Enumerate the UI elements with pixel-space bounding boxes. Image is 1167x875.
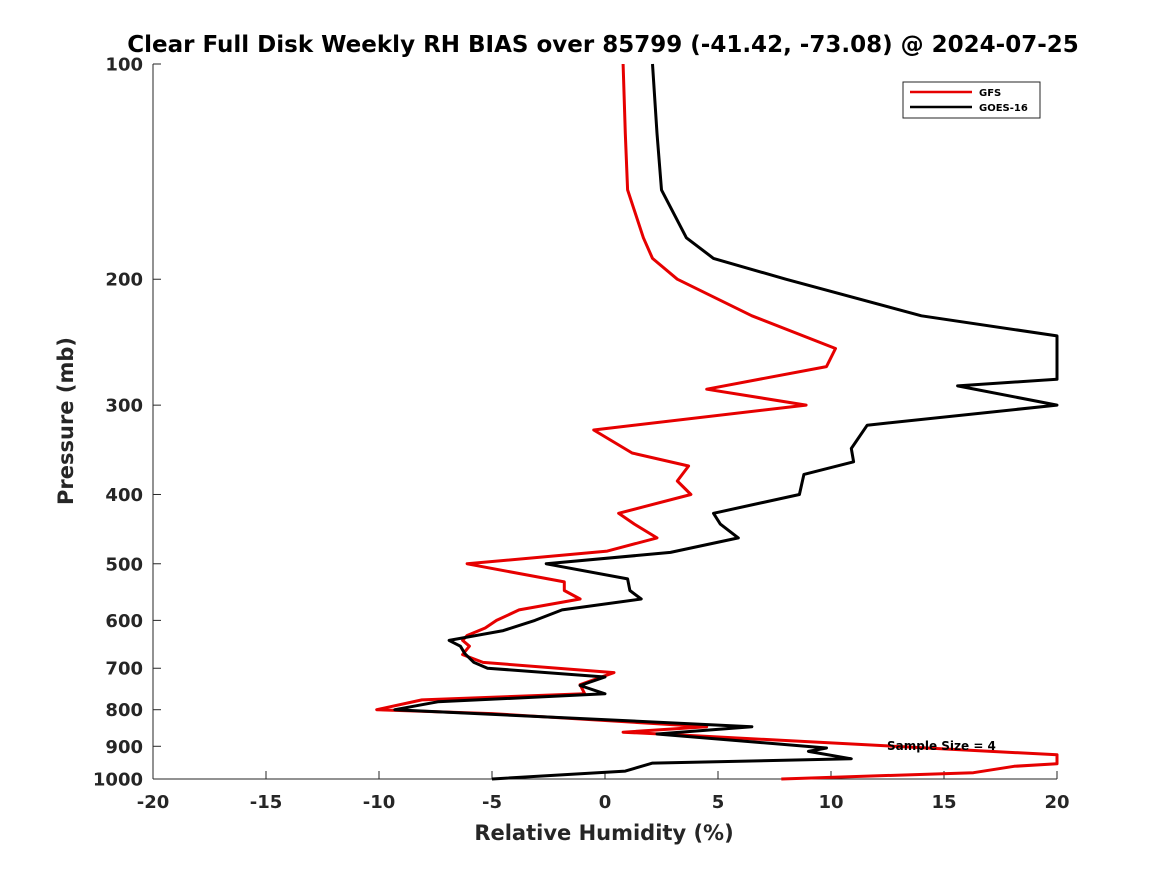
legend-label-goes-16: GOES-16 [979, 103, 1028, 114]
legend: GFS GOES-16 [902, 81, 1041, 119]
y-tick-label: 400 [105, 485, 143, 506]
x-tick-label: 0 [599, 792, 612, 813]
x-tick-label: -15 [250, 792, 283, 813]
x-tick-label: 10 [818, 792, 843, 813]
legend-box [902, 81, 1041, 119]
x-tick-label: 20 [1044, 792, 1069, 813]
x-axis-ticks: -20 -15 -10 -5 0 5 10 15 20 [137, 771, 1070, 813]
y-tick-label: 900 [105, 737, 143, 758]
y-tick-label: 300 [105, 396, 143, 417]
legend-label-gfs: GFS [979, 88, 1001, 99]
x-tick-label: -20 [137, 792, 170, 813]
y-tick-label: 500 [105, 554, 143, 575]
x-tick-label: -10 [363, 792, 396, 813]
y-axis-ticks: 100 200 300 400 500 600 700 800 900 1000 [93, 55, 161, 791]
x-tick-label: 5 [712, 792, 725, 813]
x-tick-label: 15 [931, 792, 956, 813]
y-tick-label: 200 [105, 270, 143, 291]
x-axis-label: Relative Humidity (%) [474, 821, 733, 845]
y-axis-label: Pressure (mb) [54, 337, 78, 505]
series-lines [375, 63, 1059, 781]
y-tick-label: 700 [105, 659, 143, 680]
y-tick-label: 800 [105, 700, 143, 721]
x-tick-label: -5 [482, 792, 502, 813]
sample-size-annotation: Sample Size = 4 [887, 739, 996, 753]
series-line-goes-16 [393, 63, 1059, 781]
y-tick-label: 600 [105, 611, 143, 632]
y-tick-label: 100 [105, 55, 143, 76]
chart-title: Clear Full Disk Weekly RH BIAS over 8579… [127, 32, 1079, 58]
y-tick-label: 1000 [93, 770, 143, 791]
